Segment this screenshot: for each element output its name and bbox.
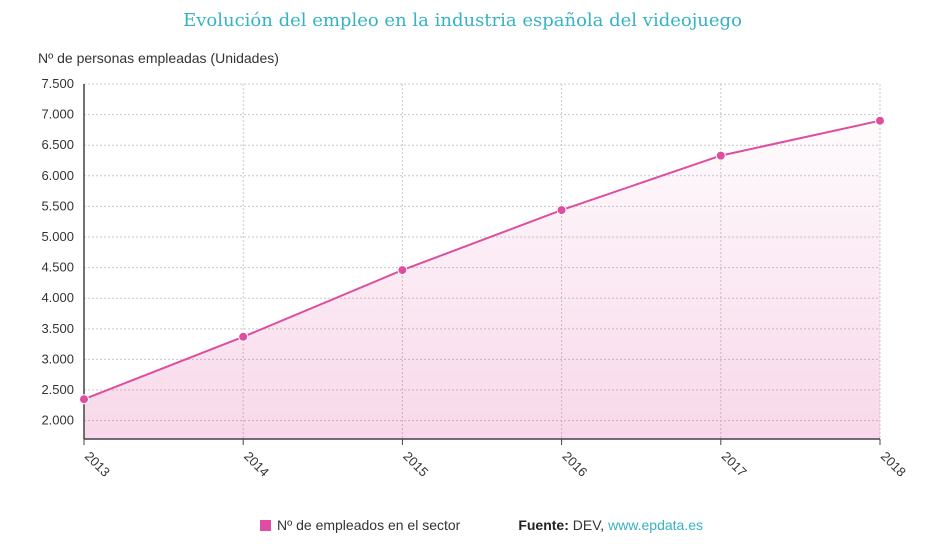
- x-tick-label: 2015: [400, 449, 431, 480]
- data-point: [238, 331, 249, 342]
- data-point: [79, 394, 89, 405]
- y-tick-label: 5.500: [41, 198, 74, 213]
- y-tick-label: 6.000: [41, 168, 74, 183]
- data-point: [875, 115, 885, 126]
- x-tick-label: 2018: [878, 449, 909, 480]
- data-point: [715, 150, 726, 161]
- legend: Nº de empleados en el sector Fuente: DEV…: [260, 517, 703, 533]
- line-layer: [83, 119, 881, 401]
- y-tick-label: 3.500: [41, 321, 74, 336]
- source-text: DEV,: [572, 517, 605, 533]
- axes: [83, 84, 881, 445]
- y-tick-label: 7.000: [41, 107, 74, 122]
- y-tick-label: 6.500: [41, 137, 74, 152]
- source-link[interactable]: www.epdata.es: [608, 517, 704, 533]
- source-label: Fuente:: [518, 517, 569, 533]
- data-point: [556, 205, 567, 216]
- y-axis-label: Nº de personas empleadas (Unidades): [38, 50, 279, 66]
- series-area: [84, 120, 880, 439]
- x-tick-label: 2013: [82, 449, 113, 480]
- y-tick-label: 5.000: [41, 229, 74, 244]
- data-point: [397, 265, 408, 276]
- x-tick-labels: 2013 2014 2015 2016 2017 2018: [82, 449, 909, 480]
- legend-swatch: [260, 519, 271, 531]
- x-tick-label: 2016: [559, 449, 590, 480]
- area-layer: [84, 120, 880, 439]
- y-tick-label: 2.000: [41, 413, 74, 428]
- y-tick-label: 3.000: [41, 351, 74, 366]
- x-tick-label: 2014: [241, 449, 272, 480]
- source-note: Fuente: DEV, www.epdata.es: [518, 517, 703, 533]
- legend-label: Nº de empleados en el sector: [277, 517, 461, 533]
- points-layer: [79, 115, 885, 405]
- x-tick-label: 2017: [719, 449, 750, 480]
- y-tick-labels: 2.000 2.500 3.000 3.500 4.000 4.500 5.000 5.500…: [41, 76, 74, 428]
- y-tick-label: 7.500: [41, 76, 74, 91]
- y-tick-label: 4.000: [41, 290, 74, 305]
- series-line: [83, 119, 881, 401]
- y-tick-label: 2.500: [41, 382, 74, 397]
- chart-title: Evolución del empleo en la industria esp…: [183, 10, 742, 31]
- y-tick-label: 4.500: [41, 260, 74, 275]
